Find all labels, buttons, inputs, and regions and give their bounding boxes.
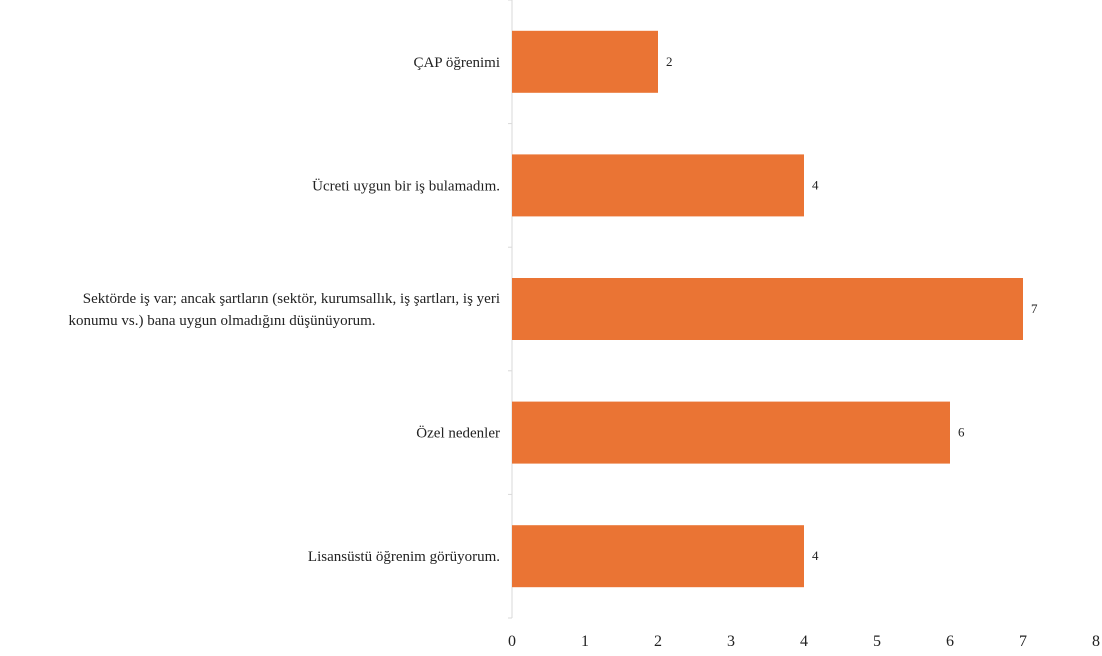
x-tick-label: 7 — [1019, 633, 1027, 650]
x-tick-label: 8 — [1092, 633, 1100, 650]
category-label: Özel nedenler — [416, 425, 500, 442]
data-label: 7 — [1031, 301, 1038, 316]
x-tick-label: 3 — [727, 633, 735, 650]
x-tick-label: 1 — [581, 633, 589, 650]
category-label: Sektörde iş var; ancak şartların (sektör… — [68, 291, 500, 329]
bar — [512, 401, 950, 464]
bar — [512, 278, 1023, 340]
y-axis-ticks — [508, 0, 512, 619]
bar — [512, 30, 658, 93]
bars-group — [512, 30, 1023, 588]
x-tick-label: 5 — [873, 633, 881, 650]
x-tick-label: 0 — [508, 633, 516, 650]
bar — [512, 154, 804, 217]
x-tick-label: 2 — [654, 633, 662, 650]
data-label: 4 — [812, 177, 819, 192]
data-labels-group: 2 4 7 6 4 — [666, 54, 1038, 563]
x-tick-labels-group: 0 1 2 3 4 5 6 7 8 — [508, 633, 1100, 650]
data-label: 2 — [666, 54, 673, 69]
x-tick-label: 6 — [946, 633, 954, 650]
category-label: Ücreti uygun bir iş bulamadım. — [312, 177, 500, 194]
data-label: 6 — [958, 425, 965, 440]
x-tick-label: 4 — [800, 633, 808, 650]
bar — [512, 525, 804, 588]
category-label: ÇAP öğrenimi — [413, 55, 500, 71]
data-label: 4 — [812, 548, 819, 563]
category-labels-group: ÇAP öğrenimi Ücreti uygun bir iş bulamadı… — [68, 55, 500, 565]
category-label: Lisansüstü öğrenim görüyorum. — [308, 549, 500, 565]
